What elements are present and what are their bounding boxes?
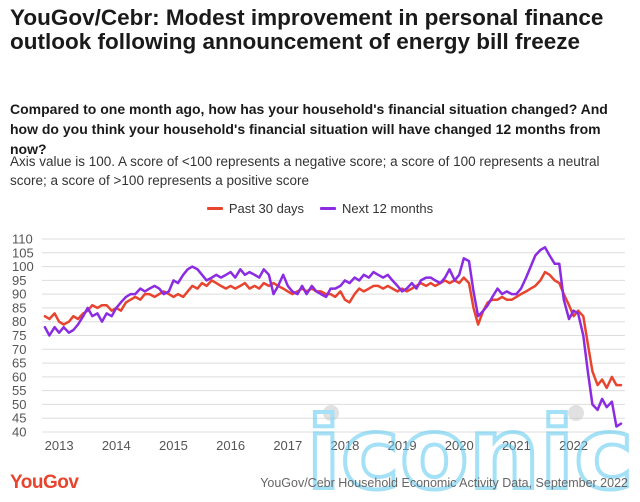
y-tick-label: 105 (12, 245, 34, 260)
y-tick-label: 55 (12, 383, 26, 398)
y-tick-label: 70 (12, 342, 26, 357)
x-axis-ticks: 2013 2014 2015 2016 2017 2018 2019 2020 2021 2022 (45, 438, 588, 453)
x-tick-label: 2017 (273, 438, 302, 453)
x-tick-label: 2020 (445, 438, 474, 453)
series-lines (43, 246, 623, 428)
y-tick-label: 100 (12, 259, 34, 274)
legend: Past 30 days Next 12 months (0, 201, 640, 216)
watermark-text: iconic (306, 395, 633, 502)
axis-note: Axis value is 100. A score of <100 repre… (10, 154, 600, 188)
x-tick-label: 2016 (216, 438, 245, 453)
y-tick-label: 40 (12, 425, 26, 440)
legend-label-next: Next 12 months (342, 201, 434, 216)
y-tick-label: 110 (12, 232, 33, 247)
y-tick-label: 95 (12, 273, 26, 288)
y-tick-label: 60 (12, 369, 26, 384)
legend-item-next-12-months[interactable]: Next 12 months (320, 201, 433, 216)
series-line-next-12-months (43, 246, 623, 428)
y-tick-label: 90 (12, 287, 26, 302)
x-tick-label: 2015 (159, 438, 188, 453)
x-tick-label: 2022 (559, 438, 588, 453)
legend-swatch-past (206, 207, 223, 210)
chart-title: YouGov/Cebr: Modest improvement in perso… (10, 5, 604, 54)
watermark-dot-left (323, 405, 339, 421)
x-tick-label: 2014 (102, 438, 131, 453)
chart-subtitle: Compared to one month ago, how has your … (10, 101, 608, 157)
x-tick-label: 2018 (330, 438, 359, 453)
watermark-dot-right (568, 405, 584, 421)
y-tick-label: 45 (12, 411, 26, 426)
legend-swatch-next (320, 207, 337, 210)
x-tick-label: 2019 (388, 438, 417, 453)
legend-item-past-30-days[interactable]: Past 30 days (206, 201, 305, 216)
legend-label-past: Past 30 days (228, 201, 305, 216)
y-tick-label: 50 (12, 397, 26, 412)
yougov-logo: YouGov (10, 472, 79, 493)
y-tick-label: 85 (12, 300, 26, 315)
y-tick-label: 80 (12, 314, 26, 329)
iconic-watermark: iconic (304, 393, 635, 502)
grid-lines (42, 238, 625, 433)
series-line-past-30-days (43, 270, 623, 390)
source-note: YouGov/Cebr Household Economic Activity … (260, 476, 628, 490)
x-tick-label: 2021 (502, 438, 531, 453)
y-tick-label: 65 (12, 356, 26, 371)
x-tick-label: 2013 (45, 438, 74, 453)
y-tick-label: 75 (12, 328, 26, 343)
